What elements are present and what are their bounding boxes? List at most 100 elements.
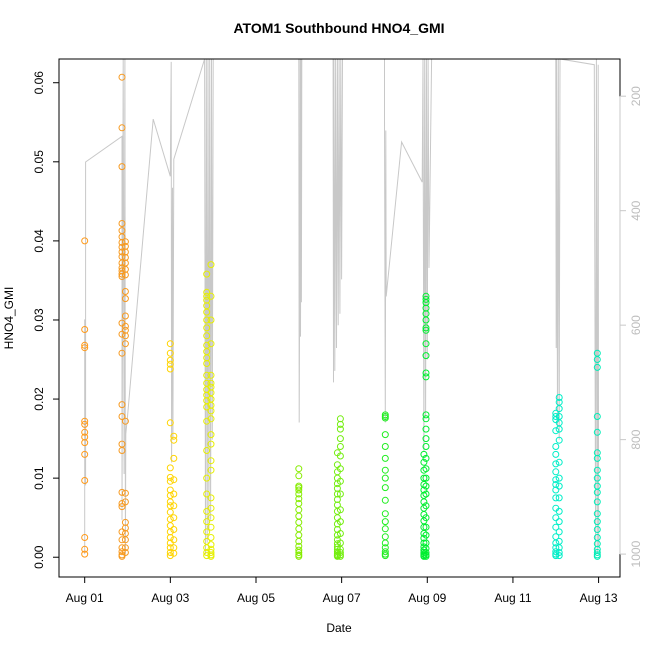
data-point-s5-0 (203, 270, 211, 278)
data-point-s1-24 (118, 503, 126, 511)
data-point-s5-18 (203, 403, 211, 411)
data-point-s1-25 (118, 528, 126, 536)
data-point-s2-12 (121, 332, 129, 340)
data-point-s13-3 (552, 427, 560, 435)
data-point-s1-16 (118, 330, 126, 338)
y2-tick-label-1: 400 (629, 200, 643, 220)
data-point-s2-7 (121, 288, 129, 295)
data-point-s12-11 (422, 373, 430, 381)
data-point-s12-7 (422, 326, 430, 334)
data-point-s0-8 (81, 439, 89, 447)
x-tick-label-4: Aug 09 (408, 591, 446, 605)
data-point-s5-20 (203, 447, 211, 454)
data-point-s2-21 (121, 544, 129, 552)
x-tick-label-5: Aug 11 (494, 591, 531, 605)
data-point-s4-0 (170, 432, 178, 440)
data-point-s6-3 (207, 340, 215, 348)
data-point-s13-13 (552, 514, 560, 522)
data-point-s9-16 (336, 552, 344, 560)
data-point-s5-24 (203, 518, 211, 526)
data-point-s1-19 (118, 413, 126, 420)
data-point-s7-6 (295, 495, 303, 503)
data-point-s3-13 (166, 508, 174, 516)
data-point-s15-8 (593, 474, 601, 482)
data-point-s5-6 (203, 316, 211, 324)
data-point-s14-9 (555, 482, 563, 490)
data-point-s0-13 (81, 550, 89, 558)
data-point-s5-1 (203, 288, 211, 296)
data-point-s0-0 (81, 237, 89, 245)
data-point-s14-5 (555, 425, 563, 433)
data-point-s5-25 (203, 528, 211, 536)
data-point-s15-6 (593, 454, 601, 462)
data-point-s3-20 (166, 549, 174, 556)
data-point-s1-22 (118, 488, 126, 496)
data-point-s13-14 (552, 523, 560, 531)
data-point-s12-28 (422, 549, 430, 556)
data-point-s12-16 (422, 443, 430, 450)
data-point-s10-9 (381, 496, 389, 504)
data-point-s12-21 (422, 490, 430, 498)
pressure-trace-line (84, 58, 600, 555)
data-point-s6-18 (207, 514, 215, 522)
data-point-s12-19 (422, 474, 430, 482)
data-point-s14-16 (555, 549, 563, 556)
data-point-s9-4 (336, 443, 344, 450)
data-point-s0-3 (81, 344, 89, 352)
data-point-s3-7 (166, 473, 174, 481)
data-point-s6-12 (207, 431, 215, 439)
data-point-s12-25 (422, 531, 430, 539)
x-tick-label-6: Aug 13 (580, 591, 618, 605)
data-point-s2-15 (121, 489, 129, 497)
data-point-s7-8 (295, 506, 303, 514)
data-point-s10-5 (381, 454, 389, 462)
data-point-s4-7 (170, 526, 178, 533)
data-point-s15-1 (593, 356, 601, 363)
data-point-s3-15 (166, 522, 174, 530)
data-point-s1-14 (118, 273, 126, 280)
data-point-s5-21 (203, 474, 211, 482)
data-point-s6-1 (207, 292, 215, 300)
data-point-s0-10 (81, 477, 89, 484)
data-point-s13-5 (552, 450, 560, 458)
data-point-s15-18 (593, 549, 601, 556)
data-point-s14-6 (555, 436, 563, 444)
data-point-s6-15 (207, 466, 215, 474)
data-point-s3-3 (166, 360, 174, 368)
data-point-s0-4 (81, 417, 89, 425)
y2-axis: 200 400 600 800 1000 (619, 86, 643, 567)
data-point-s2-22 (121, 549, 129, 556)
data-point-s8-1 (333, 461, 341, 469)
data-point-s11-2 (420, 466, 428, 474)
data-point-s12-18 (422, 465, 430, 473)
x-tick-label-1: Aug 03 (151, 591, 189, 605)
data-point-s6-25 (207, 552, 215, 560)
x-tick-label-2: Aug 05 (237, 591, 275, 605)
data-point-s15-11 (593, 498, 601, 506)
data-point-s7-0 (295, 465, 303, 473)
data-point-s12-5 (422, 316, 430, 324)
y-axis-label: HNO4_GMI (2, 287, 16, 350)
data-point-s9-11 (336, 530, 344, 537)
data-point-s11-12 (420, 530, 428, 537)
x-tick-label-3: Aug 07 (323, 591, 361, 605)
data-point-s0-2 (81, 341, 89, 349)
data-point-s12-24 (422, 523, 430, 531)
data-point-s3-6 (166, 464, 174, 472)
data-point-s12-15 (422, 435, 430, 443)
data-point-s15-2 (593, 363, 601, 371)
data-point-s3-1 (166, 349, 174, 357)
data-point-s6-16 (207, 494, 215, 502)
data-point-s2-16 (121, 498, 129, 506)
data-point-s9-1 (336, 420, 344, 428)
data-point-s13-11 (552, 494, 560, 502)
data-point-s5-22 (203, 490, 211, 498)
data-point-s2-6 (121, 271, 129, 279)
data-point-s14-13 (555, 528, 563, 536)
data-point-s11-20 (420, 552, 428, 560)
data-point-s1-23 (118, 500, 126, 507)
data-point-s1-18 (118, 401, 126, 409)
data-point-s7-10 (295, 518, 303, 526)
data-point-s3-2 (166, 356, 174, 364)
y-axis: 0.00 0.01 0.02 0.03 0.04 0.05 0.06 (32, 71, 60, 569)
